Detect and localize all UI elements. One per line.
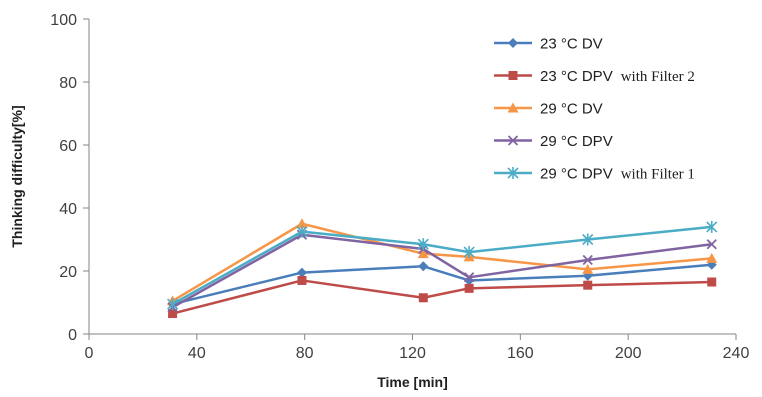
data-point	[582, 233, 594, 246]
data-point	[707, 277, 717, 287]
series-line	[171, 225, 712, 306]
series-5	[167, 220, 718, 311]
y-axis-label: Thinking difficulty[%]	[9, 105, 25, 247]
legend-item-5: 29 °C DPV with Filter 1	[494, 166, 695, 183]
y-tick-label: 60	[59, 138, 77, 155]
series-3	[167, 218, 718, 306]
data-point	[418, 261, 429, 272]
data-point	[167, 298, 179, 311]
data-point	[583, 280, 593, 290]
legend-marker	[507, 102, 519, 113]
data-point	[297, 275, 307, 285]
data-point	[417, 238, 429, 251]
series-group	[167, 218, 718, 319]
data-point	[417, 248, 429, 259]
y-tick-label: 0	[68, 327, 77, 344]
series-line	[172, 279, 712, 315]
legend: 23 °C DV 23 °C DPV with Filter 2 29 °C DV 29…	[494, 36, 695, 183]
data-point	[296, 267, 307, 278]
tick-labels: 0 20 40 60 80 100 0 40 80 120 160 200 240	[50, 12, 749, 362]
legend-label: 29 °C DPV	[540, 133, 613, 150]
data-point	[582, 263, 594, 274]
legend-label-suffix: with Filter 1	[621, 167, 695, 183]
data-point	[168, 309, 178, 319]
x-axis-label: Time [min]	[377, 374, 448, 390]
data-point	[418, 293, 428, 303]
legend-label: 23 °C DV	[540, 36, 603, 53]
legend-marker	[508, 71, 518, 80]
series-line	[172, 263, 712, 306]
data-point	[706, 239, 717, 250]
legend-label: 29 °C DV	[540, 101, 603, 118]
x-tick-label: 200	[615, 345, 642, 362]
axes	[83, 18, 737, 340]
legend-item-3: 29 °C DV	[494, 101, 603, 118]
data-point	[296, 225, 308, 238]
legend-marker	[508, 38, 518, 48]
data-point	[464, 283, 474, 293]
data-point	[296, 218, 308, 229]
series-line	[171, 233, 712, 309]
data-point	[706, 220, 718, 233]
legend-label: 23 °C DPV	[540, 68, 613, 85]
series-2	[168, 275, 717, 319]
series-line	[171, 222, 712, 302]
legend-label-suffix: with Filter 2	[621, 69, 695, 85]
legend-item-4: 29 °C DPV	[494, 133, 613, 150]
y-tick-label: 80	[59, 75, 77, 92]
y-tick-label: 100	[50, 12, 77, 29]
data-point	[582, 254, 593, 266]
x-tick-label: 80	[296, 345, 314, 362]
y-tick-label: 40	[59, 201, 77, 218]
data-point	[463, 272, 475, 283]
legend-label: 29 °C DPV	[540, 166, 613, 183]
legend-marker	[507, 135, 519, 146]
x-tick-label: 160	[507, 345, 534, 362]
legend-item-2: 23 °C DPV with Filter 2	[494, 68, 695, 85]
x-tick-label: 120	[399, 345, 426, 362]
x-tick-label: 240	[723, 345, 750, 362]
legend-item-1: 23 °C DV	[494, 36, 603, 53]
y-tick-label: 20	[59, 264, 77, 281]
x-tick-label: 40	[188, 345, 206, 362]
data-point	[463, 246, 475, 259]
data-point	[706, 252, 718, 263]
x-tick-label: 0	[85, 345, 94, 362]
legend-marker	[507, 167, 519, 179]
